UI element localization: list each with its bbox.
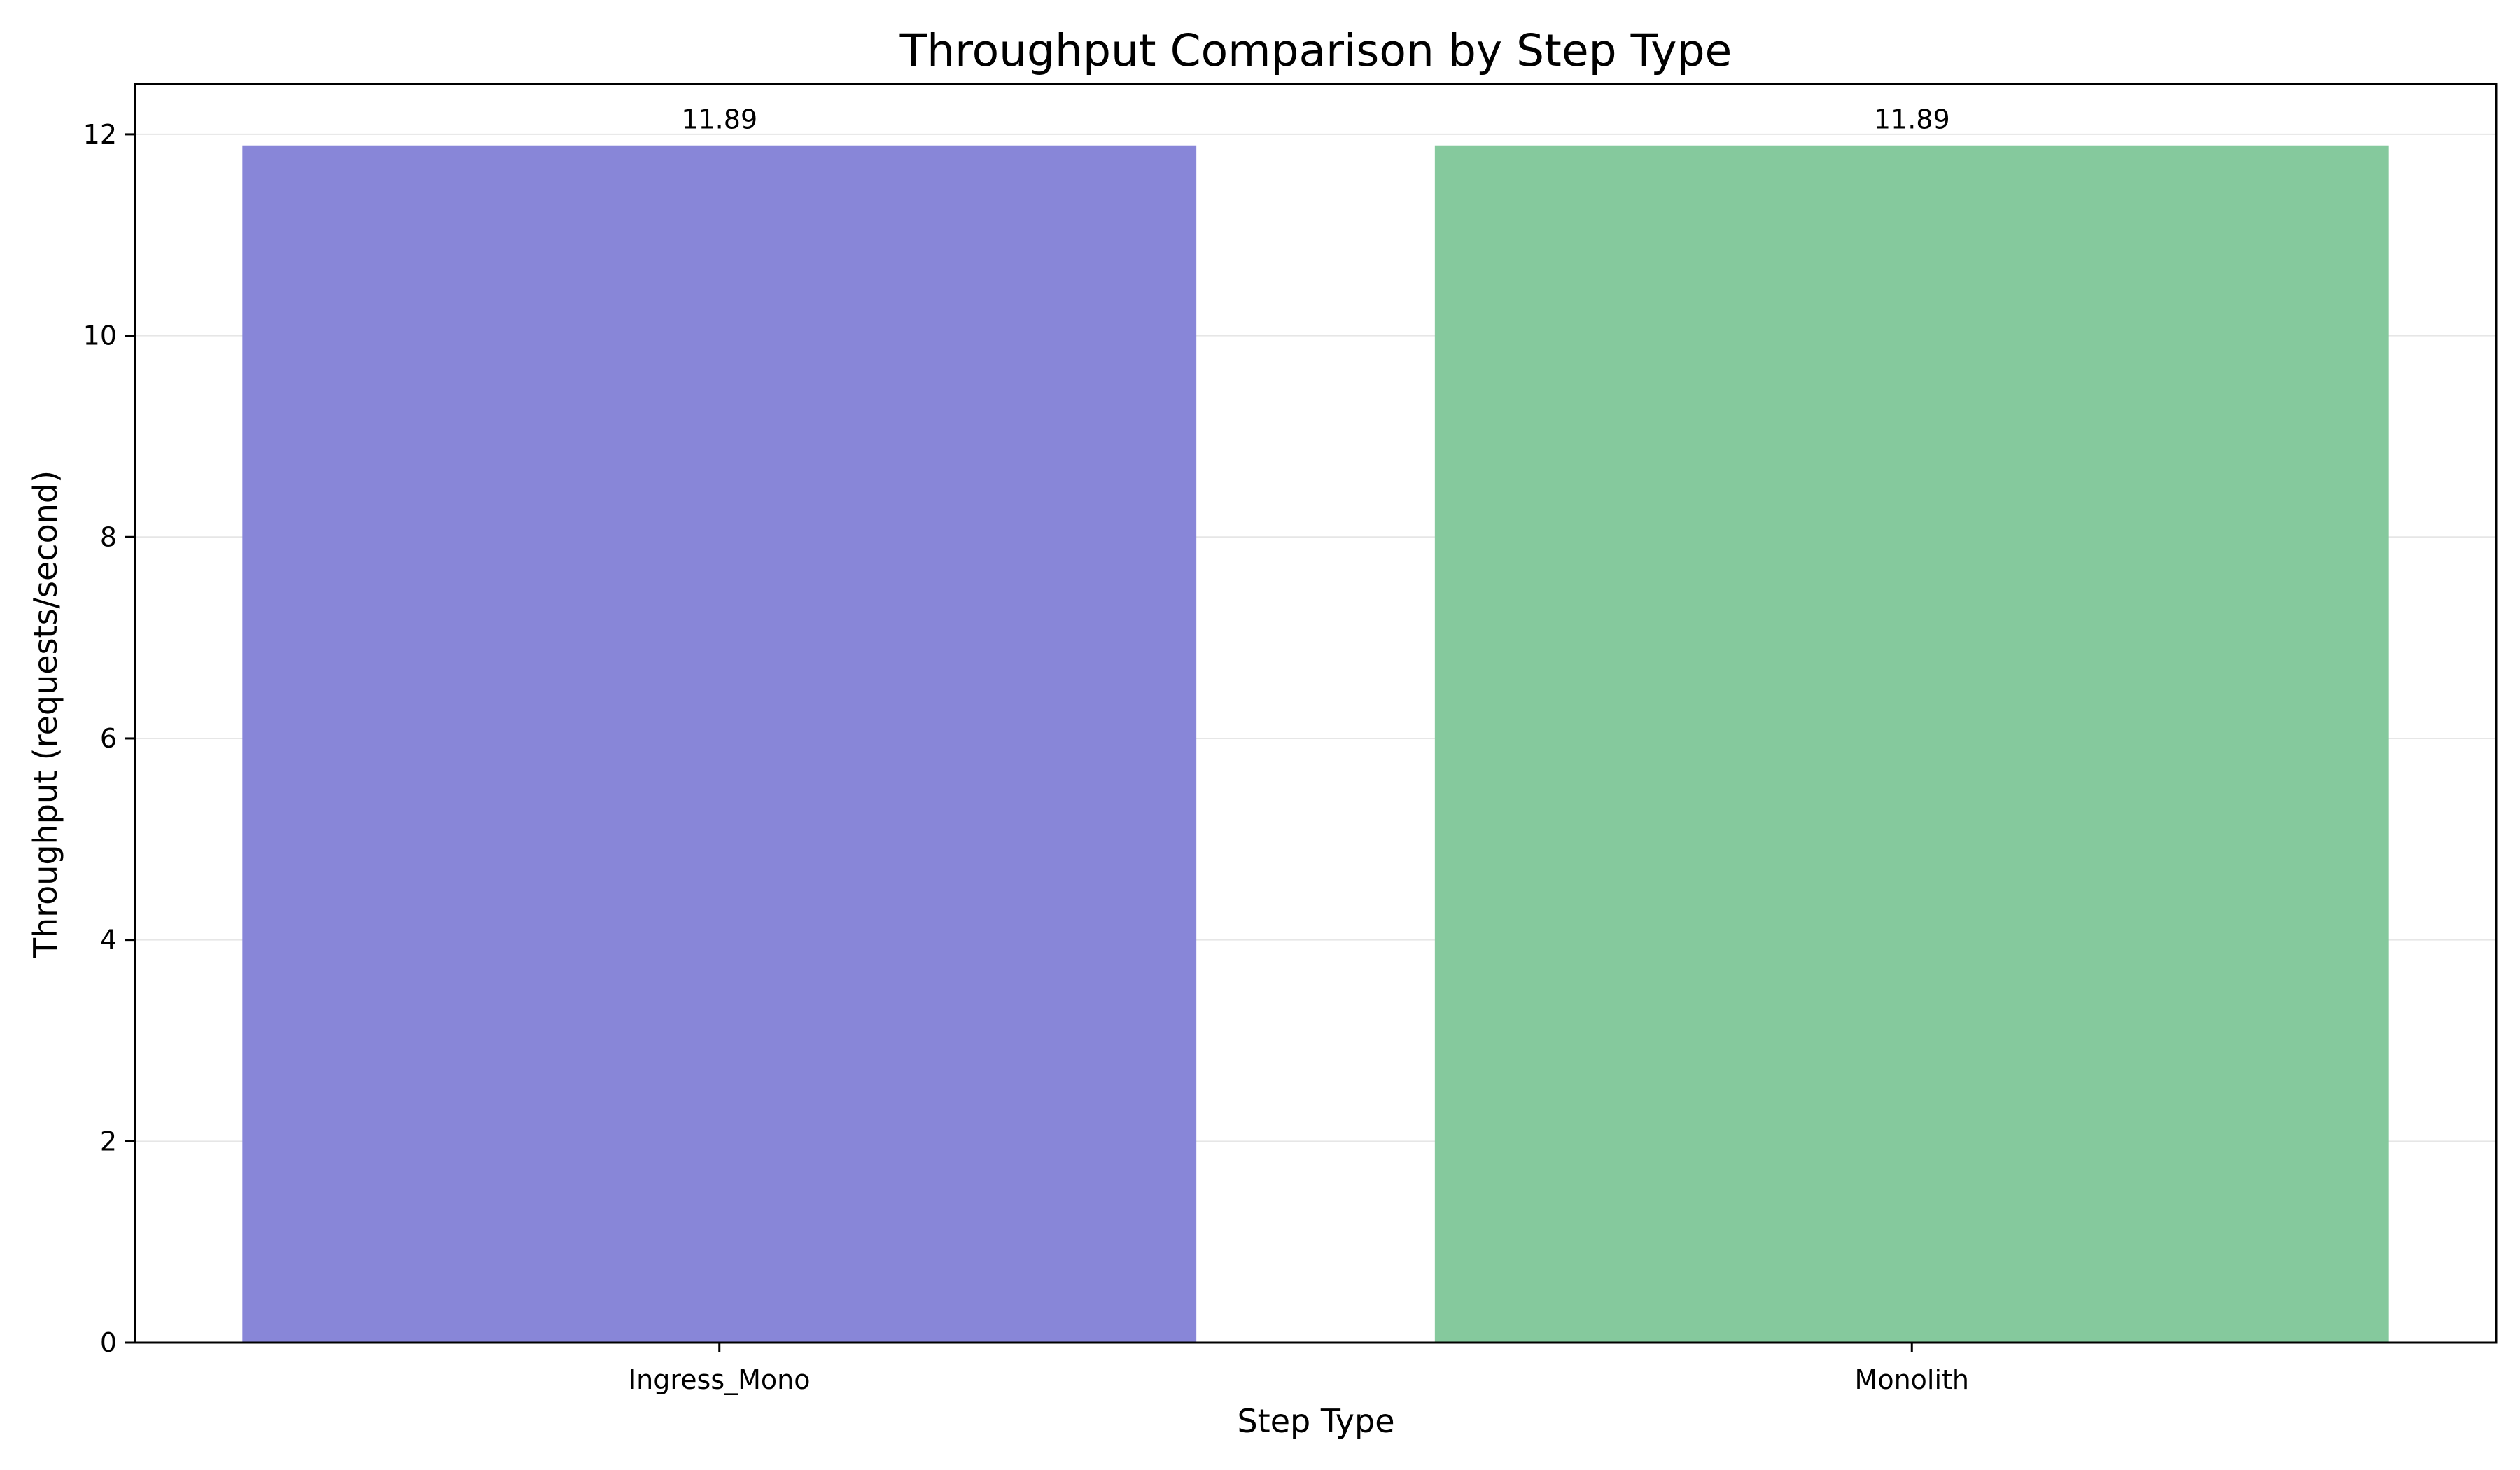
x-tick-label: Monolith [1855,1364,1969,1395]
y-tick-label: 10 [83,321,117,351]
x-axis-label: Step Type [1237,1402,1394,1440]
y-tick-label: 6 [100,723,117,754]
bar-monolith [1434,145,2389,1343]
bar-ingress-mono [242,145,1197,1343]
y-axis-ticks: 0 2 4 6 8 10 12 [83,119,135,1358]
bars [242,145,2389,1343]
x-tick-label: Ingress_Mono [629,1364,811,1395]
chart-title: Throughput Comparison by Step Type [899,25,1732,76]
data-labels: 11.89 11.89 [681,104,1949,135]
y-tick-label: 2 [100,1126,117,1156]
data-label: 11.89 [681,104,757,135]
y-tick-label: 12 [83,119,117,150]
x-axis-ticks: Ingress_Mono Monolith [629,1343,1969,1395]
y-tick-label: 0 [100,1327,117,1358]
plot-frame [134,83,2498,1344]
data-label: 11.89 [1874,104,1950,135]
y-tick-label: 8 [100,522,117,552]
y-tick-label: 4 [100,925,117,955]
y-axis-label: Throughput (requests/second) [27,470,64,958]
